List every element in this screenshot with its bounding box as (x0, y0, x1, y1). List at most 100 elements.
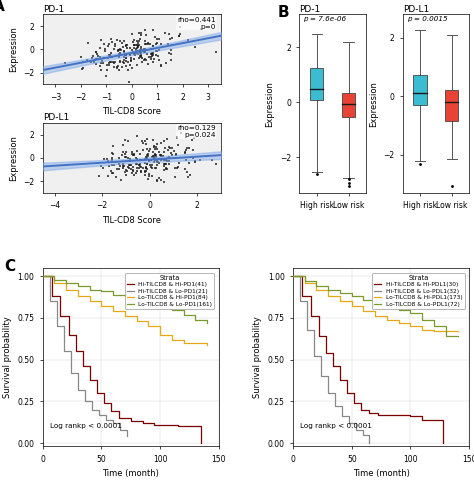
Text: PD-L1: PD-L1 (402, 5, 429, 13)
Point (104, 42, 112, 49)
Point (142, 31, 150, 38)
Point (165, 154, 173, 161)
Point (164, 146, 172, 154)
Point (150, 153, 158, 160)
Point (197, 25, 205, 33)
Point (160, 137, 168, 145)
Point (135, 50, 142, 58)
Point (98, 36, 105, 43)
Point (150, 143, 157, 151)
Point (97, 53, 104, 61)
Point (93, 50, 100, 58)
Point (117, 45, 124, 53)
Point (149, 42, 156, 50)
Point (184, 36, 191, 44)
Point (124, 59, 131, 66)
Point (128, 169, 136, 177)
Point (161, 148, 168, 156)
Point (182, 146, 189, 154)
Point (127, 57, 135, 64)
Point (128, 31, 135, 38)
Point (132, 154, 140, 162)
Point (92, 55, 100, 63)
Point (144, 175, 152, 183)
Point (122, 51, 130, 59)
Point (140, 46, 148, 54)
Point (137, 162, 144, 169)
Point (120, 56, 128, 63)
Point (103, 156, 111, 163)
Point (122, 51, 130, 59)
Point (157, 176, 164, 183)
Point (115, 47, 122, 55)
Point (212, 160, 220, 168)
Point (147, 50, 155, 58)
Point (95, 172, 103, 180)
Y-axis label: Expression: Expression (9, 26, 18, 72)
Point (145, 157, 152, 165)
Point (109, 58, 117, 65)
Point (135, 42, 142, 50)
Point (129, 151, 137, 159)
Point (169, 144, 176, 152)
Point (129, 38, 137, 46)
Point (122, 62, 129, 70)
Point (183, 168, 191, 176)
Point (120, 47, 128, 55)
Point (135, 48, 142, 55)
Point (133, 167, 141, 175)
Point (168, 34, 175, 42)
Point (146, 145, 154, 153)
Point (191, 157, 199, 165)
Point (107, 49, 115, 57)
Point (115, 155, 123, 162)
Point (115, 166, 123, 173)
Point (171, 174, 179, 181)
Point (116, 66, 123, 74)
Point (125, 165, 133, 172)
Point (115, 46, 122, 54)
Point (111, 42, 118, 50)
FancyBboxPatch shape (342, 94, 355, 117)
Point (140, 45, 148, 53)
Point (141, 46, 149, 53)
Point (151, 154, 158, 162)
Point (208, 156, 216, 164)
Point (137, 53, 145, 60)
Point (112, 173, 120, 181)
Point (126, 157, 134, 165)
Point (136, 164, 143, 172)
Point (79, 59, 87, 66)
Point (167, 56, 174, 63)
Point (165, 157, 173, 165)
Point (122, 42, 129, 49)
Point (148, 164, 156, 172)
Point (161, 144, 168, 152)
Point (153, 177, 160, 184)
Text: PD-1: PD-1 (43, 5, 64, 13)
Point (133, 45, 140, 52)
Point (136, 54, 143, 62)
Point (163, 160, 170, 168)
Point (101, 54, 109, 62)
Point (122, 54, 130, 62)
FancyBboxPatch shape (310, 68, 323, 100)
Point (102, 72, 110, 79)
Point (143, 145, 150, 153)
Point (61, 59, 69, 66)
Point (172, 151, 179, 158)
Point (137, 31, 144, 39)
Point (191, 43, 199, 50)
Point (137, 45, 145, 52)
Point (105, 54, 112, 61)
Point (137, 47, 144, 55)
Point (118, 63, 126, 71)
Point (116, 58, 124, 65)
Point (144, 152, 151, 159)
Text: rho=0.441
p=0: rho=0.441 p=0 (177, 16, 216, 29)
Point (153, 161, 160, 168)
Point (152, 47, 160, 54)
Point (120, 60, 128, 67)
Point (99, 164, 107, 171)
Point (121, 51, 129, 59)
